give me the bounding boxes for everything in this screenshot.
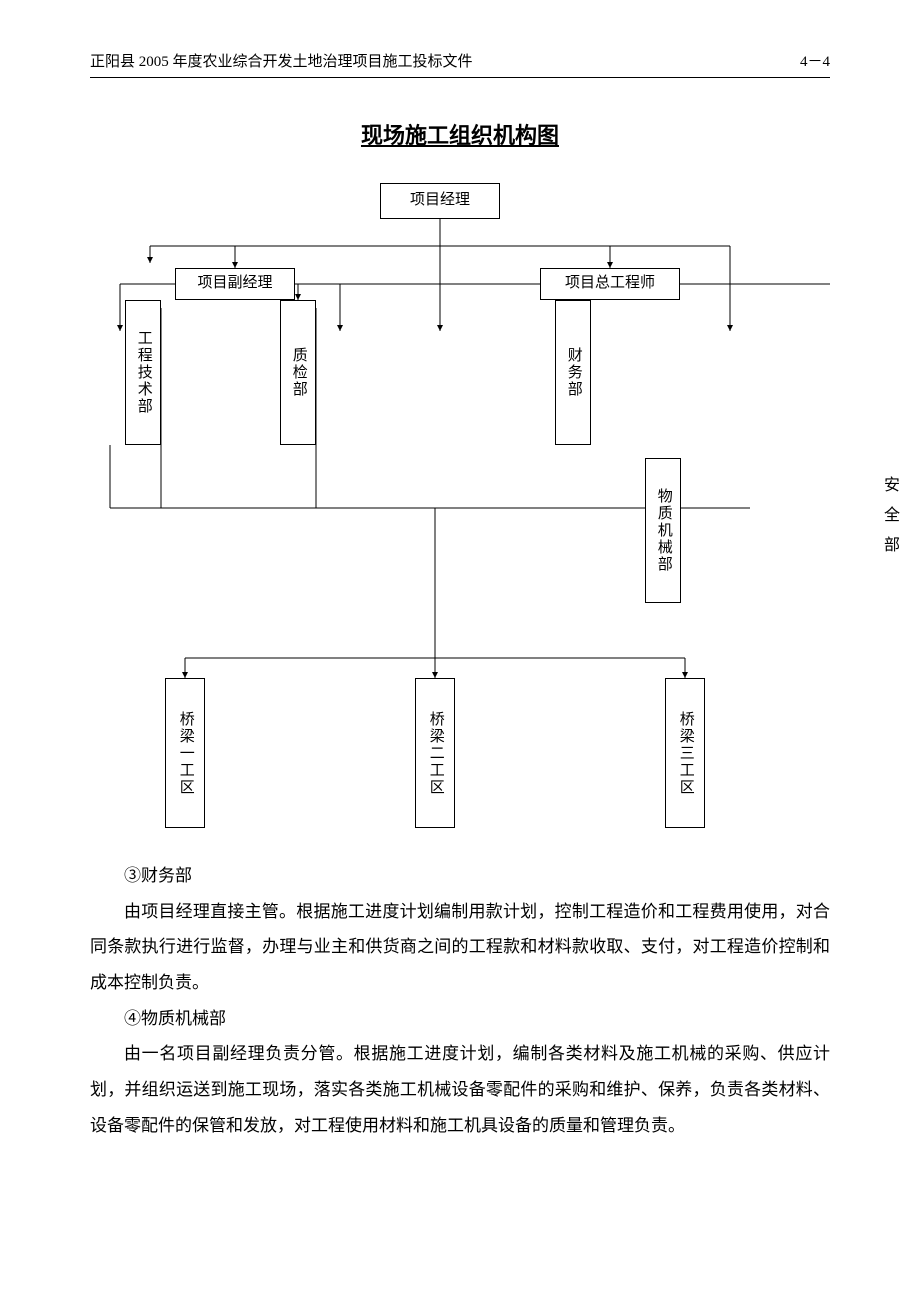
header-left: 正阳县 2005 年度农业综合开发土地治理项目施工投标文件 — [90, 50, 473, 71]
node-mat: 物质机械部 — [645, 458, 681, 603]
body-text: ③财务部由项目经理直接主管。根据施工进度计划编制用款计划，控制工程造价和工程费用… — [90, 858, 830, 1144]
node-z1: 桥梁一工区 — [165, 678, 205, 828]
section-heading: ④物质机械部 — [90, 1001, 830, 1037]
node-fin: 财务部 — [555, 300, 591, 445]
node-dpm: 项目副经理 — [175, 268, 295, 300]
safety-dept-label: 安全部 — [870, 446, 908, 596]
node-qc: 质检部 — [280, 300, 316, 445]
section-heading: ③财务部 — [90, 858, 830, 894]
node-z2: 桥梁二工区 — [415, 678, 455, 828]
node-z3: 桥梁三工区 — [665, 678, 705, 828]
diagram-title: 现场施工组织机构图 — [90, 118, 830, 150]
org-chart: 项目经理项目副经理 项目总工程师工程技术部 质检部 财务部物质机械部桥梁一工区 桥梁二工… — [90, 168, 830, 828]
page-header: 正阳县 2005 年度农业综合开发土地治理项目施工投标文件 4－4 — [90, 50, 830, 78]
node-eng: 工程技术部 — [125, 300, 161, 445]
section-text: 由一名项目副经理负责分管。根据施工进度计划，编制各类材料及施工机械的采购、供应计… — [90, 1036, 830, 1143]
node-pm: 项目经理 — [380, 183, 500, 219]
node-ce: 项目总工程师 — [540, 268, 680, 300]
section-text: 由项目经理直接主管。根据施工进度计划编制用款计划，控制工程造价和工程费用使用，对… — [90, 894, 830, 1001]
header-right: 4－4 — [800, 50, 830, 71]
